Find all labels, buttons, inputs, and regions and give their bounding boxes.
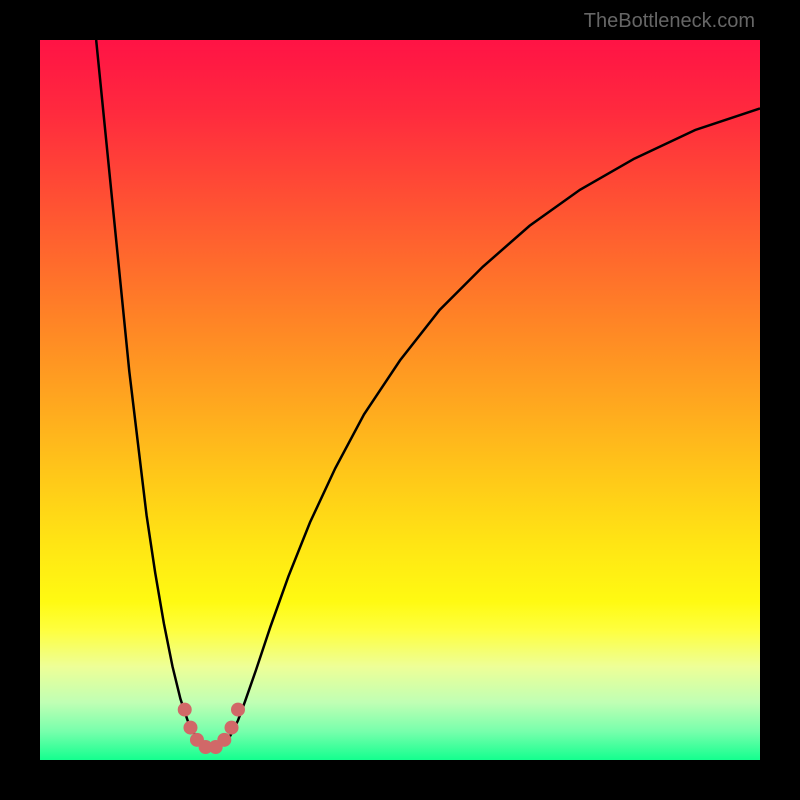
chart-container: TheBottleneck.com — [0, 0, 800, 800]
curve-left-branch — [96, 40, 200, 743]
bottleneck-marker — [217, 733, 231, 747]
bottleneck-marker — [178, 703, 192, 717]
watermark-text: TheBottleneck.com — [584, 10, 755, 33]
curve-right-branch — [226, 108, 760, 743]
bottleneck-marker — [231, 703, 245, 717]
bottleneck-markers — [178, 703, 245, 754]
bottleneck-marker — [225, 721, 239, 735]
bottleneck-marker — [183, 721, 197, 735]
plot-area — [40, 40, 760, 760]
curve-layer — [40, 40, 760, 760]
